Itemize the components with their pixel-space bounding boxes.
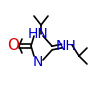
Text: HN: HN <box>28 27 48 41</box>
Text: O: O <box>7 39 19 53</box>
Text: NH: NH <box>56 39 76 53</box>
Text: N: N <box>33 55 43 69</box>
